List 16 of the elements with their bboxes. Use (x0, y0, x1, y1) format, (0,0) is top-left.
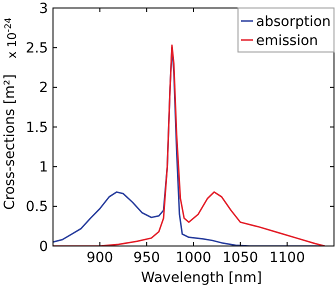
legend-label: emission (256, 32, 318, 49)
x-tick-label: 1100 (269, 250, 305, 266)
x-tick-label: 1050 (222, 250, 258, 266)
y-tick-label: 0 (39, 238, 48, 255)
x-tick-label: 900 (86, 250, 114, 266)
y-tick-label: 1 (39, 160, 48, 176)
x-tick-label: 950 (133, 250, 160, 266)
y-tick-label: 3 (39, 0, 48, 17)
y-tick-label: 0.5 (26, 199, 48, 216)
y-tick-label: 2.5 (26, 40, 48, 57)
y-axis-title: Cross-sections [m²] (2, 74, 18, 210)
x-tick-label: 1000 (176, 250, 212, 266)
y-tick-label: 1.5 (26, 120, 48, 136)
y-tick-label: 2 (39, 80, 48, 96)
x-axis-title: Wavelength [nm] (141, 270, 262, 285)
legend-label: absorption (256, 14, 331, 30)
